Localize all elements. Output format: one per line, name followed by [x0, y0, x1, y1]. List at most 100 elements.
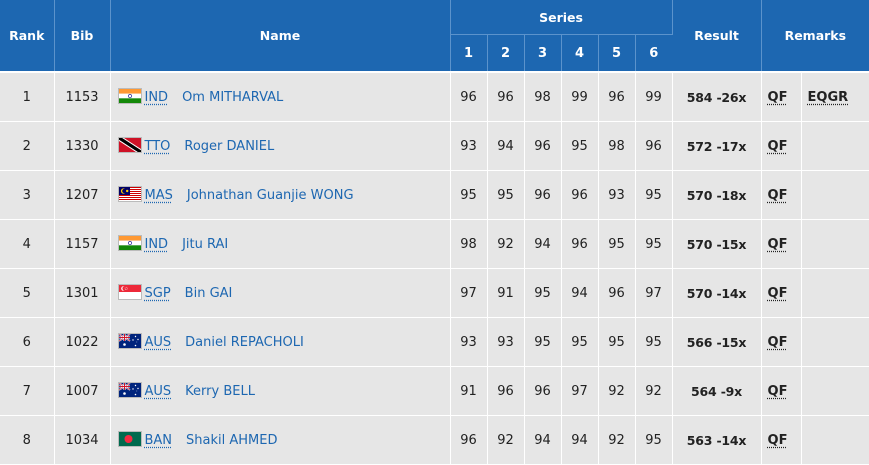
remark-cell	[801, 170, 869, 220]
series-1-cell: 93	[450, 317, 488, 367]
header-series-1: 1	[450, 34, 488, 72]
series-1-cell: 96	[450, 71, 488, 122]
noc-link[interactable]: AUS	[144, 335, 172, 350]
bib-cell: 1034	[54, 415, 111, 465]
result-cell: 563 -14x	[672, 415, 762, 465]
remark-cell	[801, 121, 869, 171]
remark-cell	[801, 366, 869, 416]
series-2-cell: 91	[487, 268, 525, 318]
series-1-cell: 95	[450, 170, 488, 220]
series-5-cell: 98	[598, 121, 636, 171]
rank-cell: 5	[0, 268, 55, 318]
series-2-cell: 93	[487, 317, 525, 367]
qualification-cell: QF	[761, 170, 802, 220]
athlete-cell: IND Jitu RAI	[110, 219, 451, 269]
qualification-mark: QF	[767, 383, 788, 399]
athlete-name-link[interactable]: Jitu RAI	[182, 237, 229, 252]
series-3-cell: 95	[524, 268, 562, 318]
series-5-cell: 92	[598, 415, 636, 465]
series-3-cell: 98	[524, 71, 562, 122]
header-result: Result	[672, 0, 762, 72]
australia-flag-icon	[118, 334, 141, 348]
athlete-name-link[interactable]: Shakil AHMED	[186, 433, 278, 448]
athlete-cell: AUS Kerry BELL	[110, 366, 451, 416]
header-series-3: 3	[524, 34, 562, 72]
result-cell: 564 -9x	[672, 366, 762, 416]
result-cell: 584 -26x	[672, 71, 762, 122]
series-6-cell: 95	[635, 219, 673, 269]
qualification-mark: QF	[767, 89, 788, 105]
result-cell: 570 -14x	[672, 268, 762, 318]
results-body: 1 1153 IND Om MITHARVAL 96 96 98 99 96 99…	[0, 71, 869, 465]
athlete-cell: TTO Roger DANIEL	[110, 121, 451, 171]
athlete-name-link[interactable]: Bin GAI	[184, 286, 233, 301]
athlete-cell: SGP Bin GAI	[110, 268, 451, 318]
header-rank: Rank	[0, 0, 55, 72]
qualification-mark: QF	[767, 285, 788, 301]
noc-link[interactable]: AUS	[144, 384, 172, 399]
noc-link[interactable]: TTO	[144, 139, 171, 154]
bib-cell: 1022	[54, 317, 111, 367]
series-6-cell: 95	[635, 415, 673, 465]
noc-link[interactable]: SGP	[144, 286, 171, 301]
bib-cell: 1330	[54, 121, 111, 171]
series-3-cell: 96	[524, 121, 562, 171]
rank-cell: 6	[0, 317, 55, 367]
qualification-cell: QF	[761, 219, 802, 269]
athlete-name-link[interactable]: Johnathan Guanjie WONG	[186, 188, 354, 203]
athlete-cell: IND Om MITHARVAL	[110, 71, 451, 122]
series-4-cell: 94	[561, 268, 599, 318]
qualification-cell: QF	[761, 415, 802, 465]
athlete-name-link[interactable]: Daniel REPACHOLI	[185, 335, 304, 350]
series-3-cell: 94	[524, 219, 562, 269]
table-row: 4 1157 IND Jitu RAI 98 92 94 96 95 95 570…	[0, 219, 869, 269]
series-6-cell: 95	[635, 170, 673, 220]
athlete-cell: MAS Johnathan Guanjie WONG	[110, 170, 451, 220]
rank-cell: 3	[0, 170, 55, 220]
series-1-cell: 91	[450, 366, 488, 416]
series-5-cell: 92	[598, 366, 636, 416]
remark-cell	[801, 317, 869, 367]
athlete-name-link[interactable]: Om MITHARVAL	[182, 90, 284, 105]
remark-cell	[801, 268, 869, 318]
qualification-cell: QF	[761, 121, 802, 171]
noc-link[interactable]: IND	[144, 237, 169, 252]
noc-link[interactable]: IND	[144, 90, 169, 105]
header-series-5: 5	[598, 34, 636, 72]
series-5-cell: 96	[598, 268, 636, 318]
qualification-mark: QF	[767, 236, 788, 252]
header-series-4: 4	[561, 34, 599, 72]
athlete-name-link[interactable]: Roger DANIEL	[184, 139, 275, 154]
noc-link[interactable]: BAN	[144, 433, 173, 448]
athlete-name-link[interactable]: Kerry BELL	[185, 384, 255, 399]
bib-cell: 1007	[54, 366, 111, 416]
noc-link[interactable]: MAS	[144, 188, 173, 203]
qualification-mark: QF	[767, 432, 788, 448]
series-6-cell: 95	[635, 317, 673, 367]
qualification-cell: QF	[761, 366, 802, 416]
bib-cell: 1157	[54, 219, 111, 269]
table-row: 3 1207 MAS Johnathan Guanjie WONG 95 95 9…	[0, 170, 869, 220]
series-6-cell: 99	[635, 71, 673, 122]
rank-cell: 4	[0, 219, 55, 269]
series-2-cell: 92	[487, 219, 525, 269]
series-3-cell: 95	[524, 317, 562, 367]
series-1-cell: 93	[450, 121, 488, 171]
series-5-cell: 95	[598, 317, 636, 367]
rank-cell: 1	[0, 71, 55, 122]
series-2-cell: 94	[487, 121, 525, 171]
header-bib: Bib	[54, 0, 111, 72]
rank-cell: 7	[0, 366, 55, 416]
bangladesh-flag-icon	[118, 432, 141, 446]
singapore-flag-icon	[118, 285, 141, 299]
qualification-mark: QF	[767, 138, 788, 154]
series-2-cell: 96	[487, 71, 525, 122]
remark-cell: EQGR	[801, 71, 869, 122]
qualification-mark: QF	[767, 187, 788, 203]
series-5-cell: 93	[598, 170, 636, 220]
series-4-cell: 99	[561, 71, 599, 122]
bib-cell: 1153	[54, 71, 111, 122]
table-row: 8 1034 BAN Shakil AHMED 96 92 94 94 92 95…	[0, 415, 869, 465]
bib-cell: 1301	[54, 268, 111, 318]
result-cell: 570 -15x	[672, 219, 762, 269]
